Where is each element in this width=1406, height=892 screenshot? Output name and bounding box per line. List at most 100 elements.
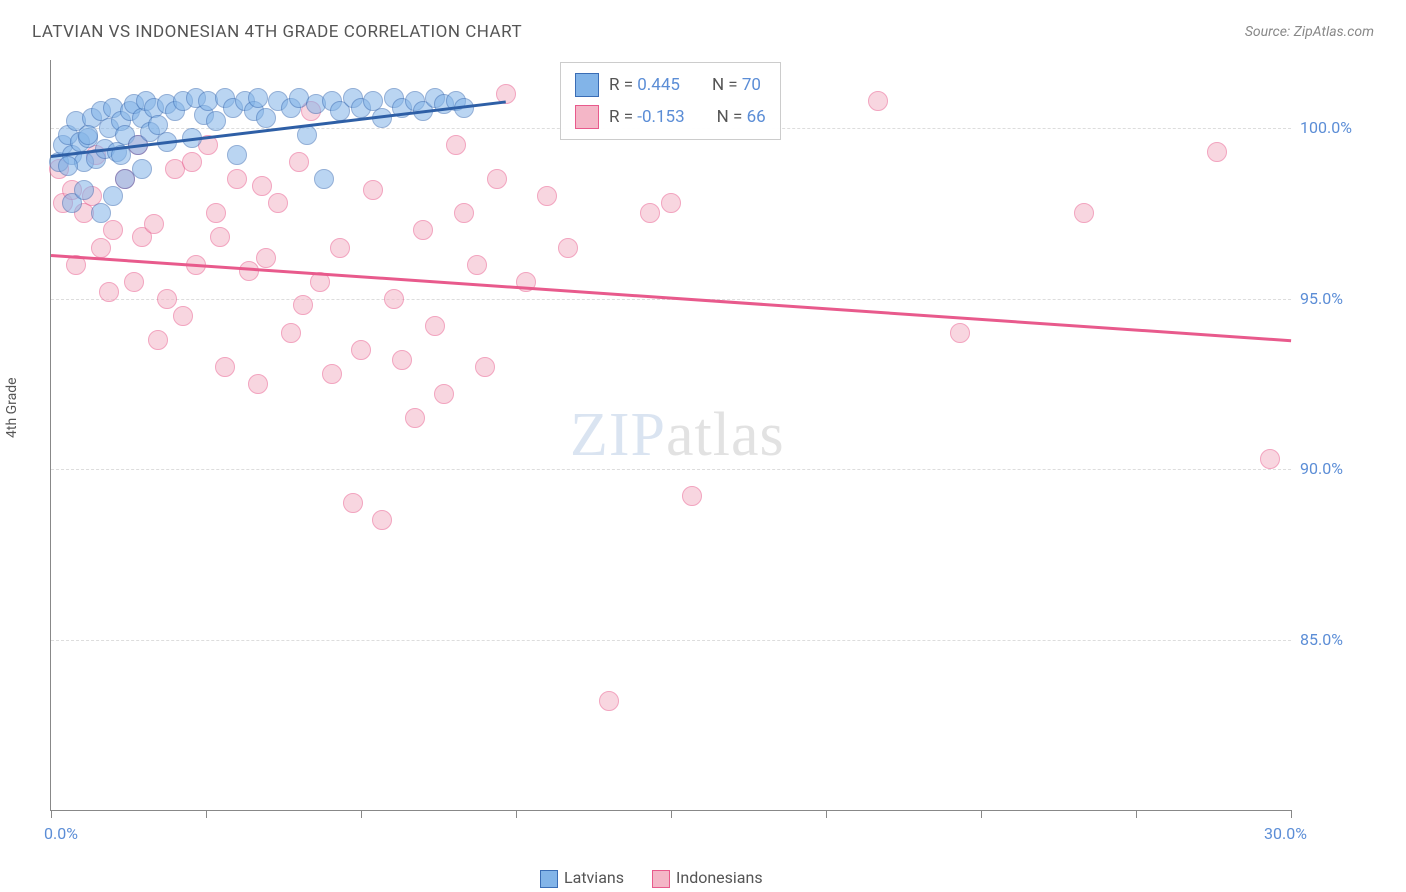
scatter-point [78,125,98,145]
watermark-part1: ZIP [570,401,666,469]
scatter-point [132,159,152,179]
scatter-point [281,323,301,343]
legend-row: R = -0.153 N = 66 [575,101,766,133]
scatter-point [289,152,309,172]
scatter-point [91,238,111,258]
scatter-point [537,186,557,206]
series-legend-item: Indonesians [652,868,763,888]
scatter-point [268,193,288,213]
scatter-point [103,186,123,206]
x-tick [1291,810,1292,818]
scatter-point [1207,142,1227,162]
gridline [51,640,1291,641]
scatter-point [868,91,888,111]
scatter-point [392,350,412,370]
series-legend-label: Latvians [564,868,624,887]
scatter-point [157,289,177,309]
x-tick-label-end: 30.0% [1264,824,1307,843]
scatter-point [227,169,247,189]
series-legend-label: Indonesians [676,868,763,887]
scatter-point [91,203,111,223]
x-tick [826,810,827,818]
scatter-point [413,220,433,240]
scatter-point [363,180,383,200]
scatter-point [314,169,334,189]
scatter-point [206,111,226,131]
scatter-point [372,510,392,530]
x-tick [206,810,207,818]
scatter-point [558,238,578,258]
correlation-legend: R = 0.445 N = 70 R = -0.153 N = 66 [560,62,781,140]
scatter-point [210,227,230,247]
scatter-point [640,203,660,223]
y-tick-label: 90.0% [1300,459,1343,478]
y-tick-label: 85.0% [1300,630,1343,649]
watermark-part2: atlas [666,401,785,469]
scatter-point [475,357,495,377]
scatter-point [293,295,313,315]
source-attribution: Source: ZipAtlas.com [1245,24,1374,40]
scatter-point [661,193,681,213]
x-tick [516,810,517,818]
scatter-point [330,238,350,258]
series-legend-item: Latvians [540,868,624,888]
scatter-point [467,255,487,275]
scatter-point [206,203,226,223]
legend-swatch [540,870,558,888]
legend-r-value: -0.153 [637,107,684,127]
scatter-point [343,493,363,513]
scatter-point [252,176,272,196]
x-tick [361,810,362,818]
legend-row: R = 0.445 N = 70 [575,69,766,101]
y-axis-label: 4th Grade [4,377,20,438]
scatter-point [405,408,425,428]
legend-n-value: 70 [742,75,761,95]
scatter-point [99,282,119,302]
scatter-point [144,214,164,234]
scatter-point [682,486,702,506]
scatter-point [58,156,78,176]
legend-swatch [652,870,670,888]
legend-r-label: R = -0.153 [609,107,685,127]
scatter-point [1260,449,1280,469]
x-tick [671,810,672,818]
scatter-point [173,306,193,326]
y-tick-label: 95.0% [1300,289,1343,308]
scatter-point [148,330,168,350]
scatter-point [124,272,144,292]
scatter-point [248,88,268,108]
y-tick-label: 100.0% [1300,118,1352,137]
x-tick [1136,810,1137,818]
legend-r-label: R = 0.445 [609,75,680,95]
scatter-point [239,261,259,281]
scatter-point [256,108,276,128]
scatter-point [950,323,970,343]
x-tick [51,810,52,818]
legend-n-label: N = 70 [712,75,761,95]
scatter-point [103,220,123,240]
scatter-point [454,203,474,223]
chart-title: LATVIAN VS INDONESIAN 4TH GRADE CORRELAT… [32,22,522,42]
scatter-point [256,248,276,268]
scatter-point [425,316,445,336]
scatter-point [1074,203,1094,223]
scatter-point [74,180,94,200]
legend-r-value: 0.445 [637,75,680,95]
scatter-point [215,357,235,377]
scatter-point [248,374,268,394]
scatter-point [351,340,371,360]
scatter-point [227,145,247,165]
x-tick [981,810,982,818]
scatter-point [599,691,619,711]
watermark: ZIPatlas [570,400,785,471]
legend-swatch [575,73,599,97]
x-tick-label-start: 0.0% [44,824,78,843]
scatter-point [182,152,202,172]
scatter-point [434,384,454,404]
legend-n-label: N = 66 [717,107,766,127]
scatter-point [384,289,404,309]
legend-swatch [575,105,599,129]
scatter-point [487,169,507,189]
legend-n-value: 66 [747,107,766,127]
scatter-point [322,364,342,384]
